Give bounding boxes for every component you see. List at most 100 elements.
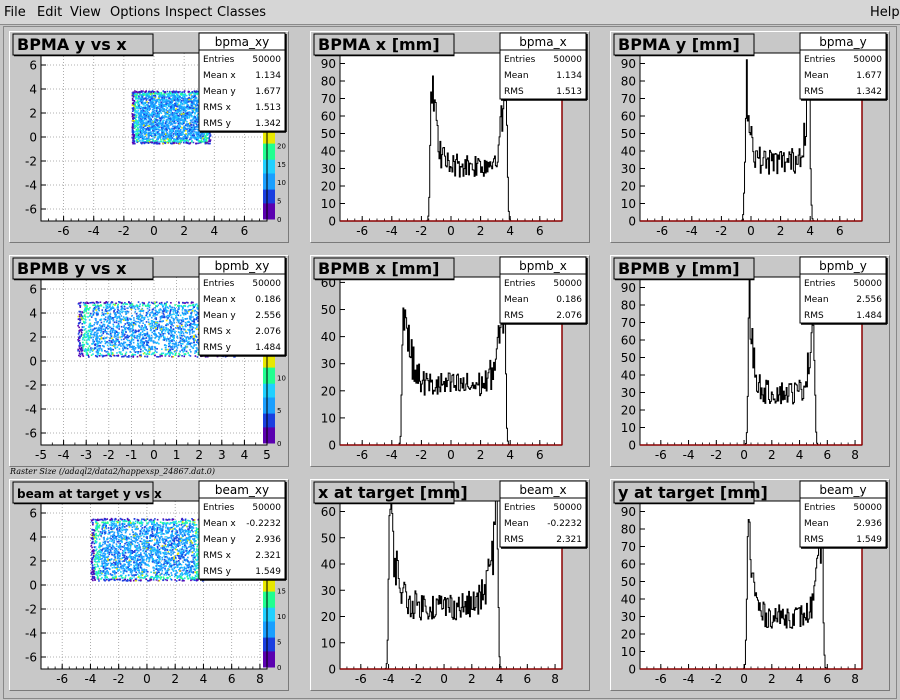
scatter-point xyxy=(173,103,175,106)
scatter-point xyxy=(92,349,94,351)
scatter-point xyxy=(165,115,167,118)
scatter-point xyxy=(196,118,199,121)
scatter-point xyxy=(103,330,106,333)
scatter-point xyxy=(132,329,135,331)
scatter-point xyxy=(177,328,180,330)
scatter-point xyxy=(139,120,141,123)
scatter-point xyxy=(132,323,135,326)
scatter-point xyxy=(87,336,90,338)
stats-value: 1.677 xyxy=(255,87,281,97)
scatter-point xyxy=(87,347,90,349)
stats-value: 50000 xyxy=(553,55,582,65)
scatter-point xyxy=(189,123,192,125)
scatter-point xyxy=(176,102,179,105)
scatter-point xyxy=(141,139,143,142)
palette-segment xyxy=(263,170,275,174)
scatter-point xyxy=(150,135,153,137)
scatter-point xyxy=(119,336,121,339)
scatter-point xyxy=(174,317,177,319)
menu-file[interactable]: File xyxy=(4,5,26,20)
scatter-point xyxy=(130,343,132,345)
menu-options[interactable]: Options xyxy=(110,5,161,20)
scatter-point xyxy=(156,127,158,129)
menu-classes[interactable]: Classes xyxy=(217,5,266,20)
scatter-point xyxy=(187,129,189,132)
scatter-point xyxy=(151,128,154,131)
scatter-point xyxy=(187,301,189,304)
scatter-point xyxy=(106,332,108,335)
scatter-point xyxy=(144,107,146,109)
scatter-point xyxy=(138,126,141,128)
pad-bpmb_xy[interactable]: -5 -4 -3 -2 -1 0 1 2 3 4 5 -6 -4 -2 0 2 4 6 0 5 10 BPMB y vs … xyxy=(9,255,289,467)
scatter-point xyxy=(175,135,178,138)
scatter-point xyxy=(142,102,145,104)
scatter-point xyxy=(181,123,184,126)
scatter-point xyxy=(92,308,95,311)
scatter-point xyxy=(105,301,108,303)
scatter-point xyxy=(196,324,199,327)
palette-segment xyxy=(263,179,275,183)
scatter-point xyxy=(91,350,94,353)
scatter-point xyxy=(180,123,183,125)
pad-bpma_y[interactable]: -6 -4 -2 0 2 4 6 0 10 20 30 40 50 60 70 80 90 BPMA y [mm]… xyxy=(610,31,890,243)
scatter-point xyxy=(147,117,150,119)
scatter-point xyxy=(193,137,195,139)
scatter-point xyxy=(97,329,100,332)
scatter-point xyxy=(176,112,178,115)
scatter-point xyxy=(156,107,158,109)
scatter-point xyxy=(188,130,190,132)
menu-edit[interactable]: Edit xyxy=(37,5,63,20)
scatter-point xyxy=(157,135,159,138)
scatter-point xyxy=(133,131,136,133)
scatter-point xyxy=(169,124,172,126)
scatter-point xyxy=(143,318,146,321)
scatter-point xyxy=(153,129,155,131)
scatter-point xyxy=(173,139,176,142)
scatter-point xyxy=(137,342,139,345)
scatter-point xyxy=(151,320,154,322)
scatter-point xyxy=(157,320,159,323)
scatter-point xyxy=(135,91,137,93)
scatter-point xyxy=(199,137,202,140)
scatter-point xyxy=(85,351,87,353)
scatter-point xyxy=(190,315,192,318)
scatter-point xyxy=(195,335,197,338)
scatter-point xyxy=(135,95,138,97)
scatter-point xyxy=(188,106,191,109)
scatter-point xyxy=(78,318,81,320)
scatter-point xyxy=(119,301,121,304)
scatter-point xyxy=(153,142,155,145)
scatter-point xyxy=(184,114,187,117)
scatter-point xyxy=(79,342,81,345)
menu-inspect[interactable]: Inspect xyxy=(165,5,213,20)
scatter-point xyxy=(117,312,120,314)
scatter-point xyxy=(187,101,189,103)
scatter-point xyxy=(86,335,88,338)
pad-bpma_x[interactable]: -6 -4 -2 0 2 4 6 0 10 20 30 40 50 60 70 80 90 BPMA x [mm]… xyxy=(310,31,590,243)
scatter-point xyxy=(116,310,119,313)
menu-help[interactable]: Help xyxy=(870,5,900,20)
scatter-point xyxy=(172,342,175,345)
stats-name: bpma_xy xyxy=(215,35,269,49)
scatter-point xyxy=(156,342,159,344)
scatter-point xyxy=(160,109,163,111)
scatter-point xyxy=(143,341,146,343)
scatter-point xyxy=(163,96,166,98)
scatter-point xyxy=(161,132,164,134)
scatter-point xyxy=(138,133,141,136)
scatter-point xyxy=(118,315,121,318)
scatter-point xyxy=(169,117,171,120)
scatter-point xyxy=(87,312,89,314)
scatter-point xyxy=(193,107,196,109)
scatter-point xyxy=(179,119,181,122)
scatter-point xyxy=(177,103,179,106)
scatter-point xyxy=(158,123,161,126)
menu-view[interactable]: View xyxy=(70,5,101,20)
y-tick-label: 0 xyxy=(328,215,336,229)
scatter-point xyxy=(180,99,183,102)
